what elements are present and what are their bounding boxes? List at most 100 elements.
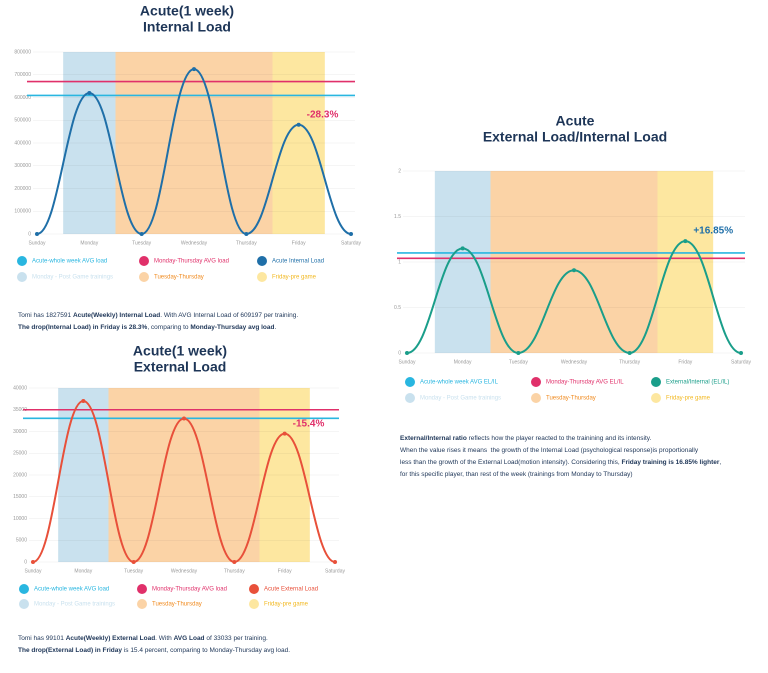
data-point: [296, 122, 301, 127]
band: [259, 388, 310, 562]
x-tick-label: Wednesday: [181, 240, 208, 246]
y-tick-label: 1.5: [394, 214, 401, 220]
y-tick-label: 200000: [14, 186, 31, 192]
legend-label: Friday-pre game: [264, 602, 309, 608]
legend-label: Acute-whole week AVG load: [32, 259, 107, 265]
legend-swatch: [17, 256, 27, 266]
data-point: [192, 67, 196, 72]
legend-label: Monday-Thursday AVG load: [152, 587, 227, 593]
note: for this specific player, than rest of t…: [400, 471, 633, 478]
legend-swatch: [531, 377, 541, 387]
legend-swatch: [651, 377, 661, 387]
legend-label: Monday-Thursday AVG load: [154, 259, 229, 265]
chart-title: Acute: [556, 113, 595, 129]
note-run: Acute(Weekly) Internal Load: [73, 312, 160, 319]
band: [657, 171, 714, 353]
legend-swatch: [17, 272, 27, 282]
y-tick-label: 800000: [14, 49, 31, 55]
legend-label: Friday-pre game: [272, 275, 317, 281]
x-tick-label: Wednesday: [171, 568, 198, 574]
note: Tomi has 1827591 Acute(Weekly) Internal …: [18, 312, 298, 319]
y-tick-label: 600000: [14, 95, 31, 101]
note: less than the growth of the External Loa…: [400, 459, 721, 466]
data-point: [405, 351, 409, 355]
y-tick-label: 100000: [14, 209, 31, 215]
x-tick-label: Friday: [292, 240, 306, 246]
chart-title: Internal Load: [143, 19, 231, 35]
y-tick-label: 25000: [13, 451, 27, 457]
note-run: reflects how the player reacted to the t…: [467, 435, 652, 442]
legend-label: Acute External Load: [264, 587, 318, 593]
x-tick-label: Sunday: [25, 568, 42, 574]
data-point: [35, 232, 39, 236]
legend-label: Tuesday-Thursday: [546, 396, 596, 402]
note-run: . With: [155, 635, 173, 642]
legend-swatch: [137, 599, 147, 609]
x-tick-label: Tuesday: [124, 568, 143, 574]
y-tick-label: 40000: [13, 385, 27, 391]
note-run: .: [274, 324, 276, 331]
y-tick-label: 2: [398, 168, 401, 174]
data-point: [683, 239, 688, 244]
legend-label: Monday-Thursday AVG EL/IL: [546, 380, 624, 386]
note-run: External/Internal ratio: [400, 435, 467, 442]
legend-label: Tuesday-Thursday: [154, 275, 204, 281]
note-run: The drop(External Load) in Friday: [18, 647, 122, 654]
y-tick-label: 0: [24, 559, 27, 565]
y-tick-label: 1: [398, 259, 401, 265]
x-tick-label: Monday: [80, 240, 98, 246]
note-run: of 33033 per training.: [205, 635, 268, 642]
y-tick-label: 0: [398, 350, 401, 356]
y-tick-label: 700000: [14, 72, 31, 78]
note: The drop(External Load) in Friday is 15.…: [18, 647, 290, 654]
chart-title: Acute(1 week): [140, 3, 234, 19]
chart-title: External Load: [134, 359, 227, 375]
data-point: [232, 560, 237, 564]
y-tick-label: 15000: [13, 494, 27, 500]
y-tick-label: 30000: [13, 429, 27, 435]
x-tick-label: Monday: [454, 359, 472, 365]
x-tick-label: Saturday: [325, 568, 346, 574]
x-tick-label: Saturday: [731, 359, 752, 365]
legend-swatch: [257, 272, 267, 282]
note: When the value rises it means the growth…: [400, 447, 699, 454]
legend-swatch: [531, 393, 541, 403]
note-run: . With AVG Internal Load of 609197 per t…: [160, 312, 298, 319]
legend-label: External/Internal (EL/IL): [666, 380, 729, 386]
y-tick-label: 10000: [13, 516, 27, 522]
data-point: [349, 232, 353, 236]
legend-label: Acute-whole week AVG EL/IL: [420, 380, 499, 386]
legend-swatch: [257, 256, 267, 266]
note-run: , comparing to: [147, 324, 190, 331]
note-run: AVG Load: [174, 635, 205, 642]
note-run: is 15.4 percent, comparing to Monday-Thu…: [122, 647, 290, 654]
x-tick-label: Friday: [678, 359, 692, 365]
x-tick-label: Friday: [278, 568, 292, 574]
legend-swatch: [139, 272, 149, 282]
y-tick-label: 0.5: [394, 305, 401, 311]
annotation: -15.4%: [293, 418, 325, 429]
data-point: [282, 431, 287, 436]
note-run: Tomi has 1827591: [18, 312, 73, 319]
note-run: The drop(Internal Load) in Friday is 28.…: [18, 324, 148, 331]
legend-swatch: [249, 599, 259, 609]
x-tick-label: Sunday: [399, 359, 416, 365]
band: [434, 171, 491, 353]
data-point: [739, 351, 743, 355]
note-run: Acute(Weekly) External Load: [66, 635, 155, 642]
legend-swatch: [19, 599, 29, 609]
y-tick-label: 500000: [14, 118, 31, 124]
note-run: Tomi has 99101: [18, 635, 66, 642]
note-run: less than the growth of the External Loa…: [400, 459, 621, 466]
data-point: [31, 560, 35, 564]
legend-swatch: [651, 393, 661, 403]
legend-swatch: [405, 393, 415, 403]
y-tick-label: 35000: [13, 407, 27, 413]
legend-swatch: [19, 584, 29, 594]
data-point: [81, 399, 86, 404]
annotation: -28.3%: [307, 109, 339, 120]
data-point: [460, 246, 465, 251]
band: [58, 388, 109, 562]
y-tick-label: 5000: [16, 538, 27, 544]
